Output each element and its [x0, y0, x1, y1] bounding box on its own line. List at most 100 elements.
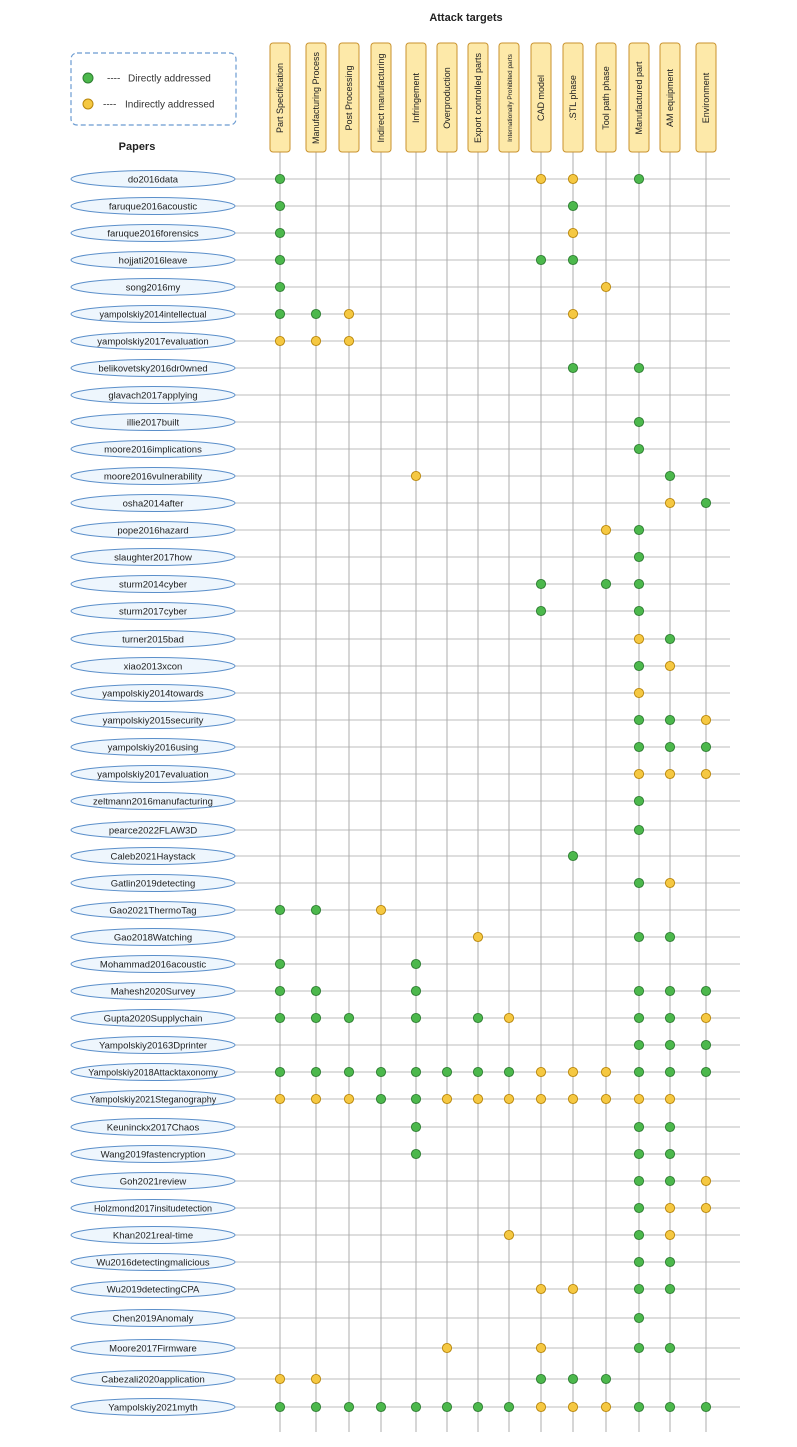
indirect-marker [700, 768, 712, 780]
direct-marker [441, 1066, 453, 1078]
direct-marker [503, 1401, 515, 1413]
paper-label: Yampolskiy20163Dprinter [99, 1040, 207, 1051]
paper-pill [70, 657, 236, 675]
paper-pill [70, 1309, 236, 1327]
paper-row: sturm2017cyber [70, 602, 236, 620]
indirect-marker [664, 1202, 676, 1214]
column-header-box [498, 42, 520, 153]
column-label: Infringement [411, 72, 421, 123]
paper-label: Yampolskiy2018Attacktaxonomy [88, 1067, 218, 1077]
paper-pill [70, 1172, 236, 1190]
direct-marker [664, 1066, 676, 1078]
legend-direct-marker [82, 72, 94, 84]
column-label: Tool path phase [601, 66, 611, 130]
column-headers: Part Specification Manufacturing Process P… [269, 42, 717, 153]
column-header: Manufactured part [628, 42, 650, 153]
direct-marker [664, 1283, 676, 1295]
paper-pill [70, 1339, 236, 1357]
indirect-marker [633, 633, 645, 645]
direct-marker [274, 227, 286, 239]
direct-marker [633, 1229, 645, 1241]
direct-marker [410, 1012, 422, 1024]
direct-marker [633, 741, 645, 753]
direct-marker [410, 1121, 422, 1133]
legend-indirect-marker [82, 98, 94, 110]
indirect-marker [700, 1202, 712, 1214]
indirect-marker [567, 308, 579, 320]
paper-row: hojjati2016leave [70, 251, 236, 269]
direct-marker [700, 1401, 712, 1413]
indirect-marker [441, 1342, 453, 1354]
paper-pill [70, 1226, 236, 1244]
indirect-marker [567, 1093, 579, 1105]
paper-pill [70, 1090, 236, 1108]
indirect-marker [375, 904, 387, 916]
indirect-marker [503, 1229, 515, 1241]
direct-marker [274, 1012, 286, 1024]
direct-marker [633, 416, 645, 428]
column-header: Indirect manufacturing [370, 42, 392, 153]
indirect-marker [700, 1012, 712, 1024]
paper-label: turner2015bad [122, 634, 184, 645]
direct-marker [633, 931, 645, 943]
paper-row: Cabezali2020application [70, 1370, 236, 1388]
column-header-box [269, 42, 291, 153]
column-header-box [530, 42, 552, 153]
indirect-marker [600, 281, 612, 293]
paper-label: yampolskiy2017evaluation [97, 769, 208, 780]
direct-marker [664, 1401, 676, 1413]
direct-marker [375, 1401, 387, 1413]
direct-marker [410, 1066, 422, 1078]
indirect-marker [472, 1093, 484, 1105]
indirect-marker [535, 1093, 547, 1105]
paper-row: Gao2018Watching [70, 928, 236, 946]
direct-marker [633, 660, 645, 672]
direct-marker [633, 605, 645, 617]
direct-marker [567, 362, 579, 374]
matrix-grid [235, 152, 740, 1432]
paper-label: zeltmann2016manufacturing [93, 796, 213, 807]
column-label: Post Processing [344, 65, 354, 130]
direct-marker [535, 1373, 547, 1385]
direct-marker [633, 1256, 645, 1268]
direct-marker [274, 173, 286, 185]
column-header: Part Specification [269, 42, 291, 153]
paper-label: Gao2021ThermoTag [109, 905, 196, 916]
column-header-box [436, 42, 458, 153]
direct-marker [664, 633, 676, 645]
column-label: Manufactured part [634, 61, 644, 135]
paper-label: sturm2017cyber [119, 606, 187, 617]
paper-pill [70, 1145, 236, 1163]
paper-label: Moore2017Firmware [109, 1343, 197, 1354]
indirect-marker [503, 1093, 515, 1105]
direct-marker [343, 1012, 355, 1024]
paper-pill [70, 901, 236, 919]
indirect-marker [535, 173, 547, 185]
indirect-marker [664, 877, 676, 889]
direct-marker [664, 985, 676, 997]
paper-label: Cabezali2020application [101, 1374, 205, 1385]
direct-marker [274, 308, 286, 320]
indirect-marker [410, 470, 422, 482]
indirect-marker [535, 1342, 547, 1354]
paper-label: Khan2021real-time [113, 1230, 193, 1241]
paper-row: pope2016hazard [70, 521, 236, 539]
indirect-marker [274, 1093, 286, 1105]
paper-label: yampolskiy2017evaluation [97, 336, 208, 347]
direct-marker [567, 850, 579, 862]
indirect-marker [274, 1373, 286, 1385]
papers-header: Papers [119, 141, 156, 153]
direct-marker [633, 1066, 645, 1078]
paper-row: Holzmond2017insitudetection [70, 1199, 236, 1217]
direct-marker [633, 578, 645, 590]
paper-label: osha2014after [123, 498, 184, 509]
indirect-marker [664, 1093, 676, 1105]
column-header-box [562, 42, 584, 153]
column-header-box [659, 42, 681, 153]
direct-marker [274, 281, 286, 293]
paper-row: illie2017built [70, 413, 236, 431]
paper-pill [70, 197, 236, 215]
paper-row: slaughter2017how [70, 548, 236, 566]
indirect-marker [700, 714, 712, 726]
direct-marker [633, 824, 645, 836]
